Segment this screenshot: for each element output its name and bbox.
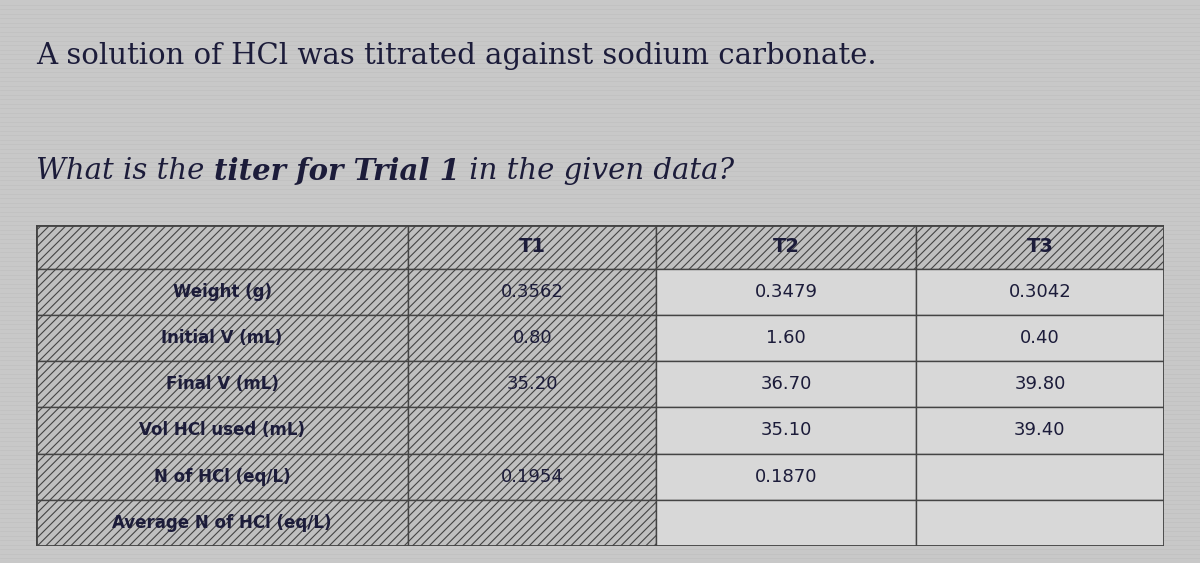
Bar xyxy=(408,315,656,361)
Text: in the given data?: in the given data? xyxy=(460,157,733,185)
Bar xyxy=(408,361,656,407)
Text: Final V (mL): Final V (mL) xyxy=(166,375,278,393)
Bar xyxy=(916,407,1164,454)
Text: What is the: What is the xyxy=(36,157,214,185)
Text: 1.60: 1.60 xyxy=(767,329,806,347)
Bar xyxy=(36,407,408,454)
Text: Vol HCl used (mL): Vol HCl used (mL) xyxy=(139,422,305,440)
Bar xyxy=(656,500,916,546)
Text: Initial V (mL): Initial V (mL) xyxy=(162,329,283,347)
Text: T1: T1 xyxy=(518,238,546,256)
Text: 36.70: 36.70 xyxy=(761,375,812,393)
Text: Weight (g): Weight (g) xyxy=(173,283,271,301)
Bar xyxy=(36,315,408,361)
Bar xyxy=(656,454,916,500)
Text: 0.40: 0.40 xyxy=(1020,329,1060,347)
Text: 0.80: 0.80 xyxy=(512,329,552,347)
Bar xyxy=(916,361,1164,407)
Text: Average N of HCl (eq/L): Average N of HCl (eq/L) xyxy=(113,514,332,532)
Text: 35.10: 35.10 xyxy=(761,422,812,440)
Bar xyxy=(916,454,1164,500)
Text: 0.3042: 0.3042 xyxy=(1008,283,1072,301)
Text: 0.1870: 0.1870 xyxy=(755,468,817,486)
Bar xyxy=(408,454,656,500)
Bar xyxy=(36,361,408,407)
Bar xyxy=(656,225,916,269)
Text: 39.40: 39.40 xyxy=(1014,422,1066,440)
Bar xyxy=(408,500,656,546)
Bar xyxy=(36,454,408,500)
Bar xyxy=(36,269,408,315)
Bar xyxy=(656,269,916,315)
Bar xyxy=(36,225,408,269)
Text: A solution of HCl was titrated against sodium carbonate.: A solution of HCl was titrated against s… xyxy=(36,42,877,70)
Text: T2: T2 xyxy=(773,238,799,256)
Bar xyxy=(656,361,916,407)
Text: T3: T3 xyxy=(1026,238,1054,256)
Text: 35.20: 35.20 xyxy=(506,375,558,393)
Text: titer for Trial 1: titer for Trial 1 xyxy=(214,157,460,186)
Text: 0.3479: 0.3479 xyxy=(755,283,817,301)
Text: N of HCl (eq/L): N of HCl (eq/L) xyxy=(154,468,290,486)
Text: 39.80: 39.80 xyxy=(1014,375,1066,393)
Bar xyxy=(408,407,656,454)
Bar xyxy=(36,500,408,546)
Bar xyxy=(916,225,1164,269)
Bar xyxy=(656,315,916,361)
Bar xyxy=(408,269,656,315)
Text: 0.3562: 0.3562 xyxy=(500,283,564,301)
Bar xyxy=(408,225,656,269)
Bar xyxy=(916,500,1164,546)
Bar xyxy=(916,269,1164,315)
Bar xyxy=(656,407,916,454)
Text: 0.1954: 0.1954 xyxy=(500,468,564,486)
Bar xyxy=(916,315,1164,361)
